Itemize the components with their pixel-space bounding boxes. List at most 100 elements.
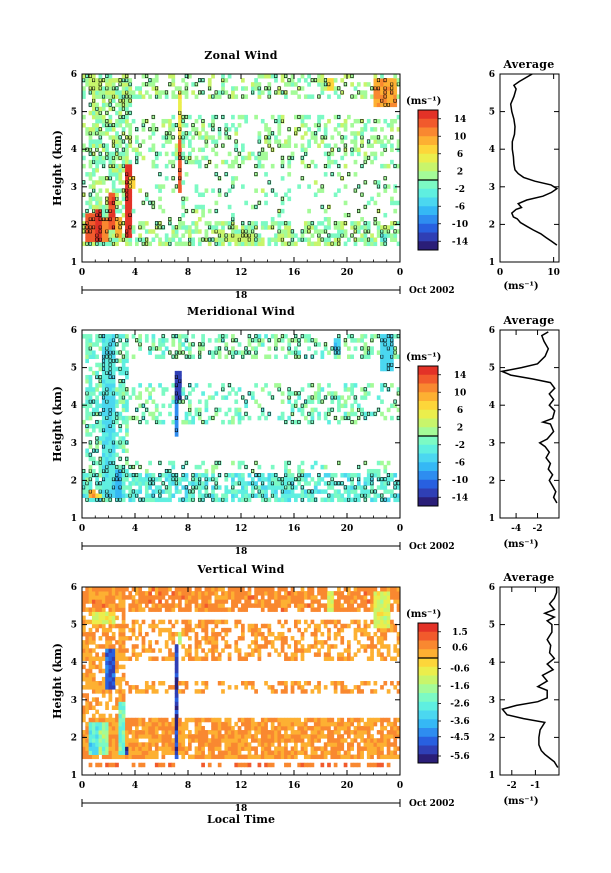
heatmap-cell xyxy=(115,485,119,490)
heatmap-cell xyxy=(188,391,192,396)
heatmap-cell xyxy=(297,477,302,482)
heatmap-cell xyxy=(168,742,172,747)
heatmap-cell xyxy=(370,86,374,91)
heatmap-cell xyxy=(287,143,292,148)
heatmap-cell xyxy=(151,338,156,343)
heatmap-cell xyxy=(221,225,225,230)
heatmap-cell xyxy=(366,229,371,234)
heatmap-cell xyxy=(125,221,129,226)
heatmap-cell xyxy=(121,155,126,161)
contour-mark xyxy=(247,391,251,396)
heatmap-cell xyxy=(343,200,348,206)
heatmap-cell xyxy=(138,734,143,739)
contour-mark xyxy=(247,334,251,339)
heatmap-cell xyxy=(148,754,152,760)
heatmap-cell xyxy=(115,452,119,458)
heatmap-cell xyxy=(376,407,381,413)
heatmap-cell xyxy=(115,746,119,751)
contour-mark xyxy=(191,208,195,213)
contour-mark xyxy=(317,473,321,478)
heatmap-cell xyxy=(383,742,388,747)
heatmap-cell xyxy=(376,460,381,466)
heatmap-cell xyxy=(237,411,242,417)
contour-mark xyxy=(257,200,261,205)
contour-mark xyxy=(95,420,99,424)
heatmap-cell xyxy=(320,139,325,144)
heatmap-cell xyxy=(303,114,308,120)
heatmap-cell xyxy=(91,74,96,79)
heatmap-cell xyxy=(154,184,159,189)
heatmap-cell xyxy=(95,709,99,715)
heatmap-cell xyxy=(101,403,106,409)
heatmap-cell xyxy=(300,730,305,735)
heatmap-cell xyxy=(224,742,229,747)
heatmap-cell xyxy=(121,738,126,743)
heatmap-cell xyxy=(125,428,129,433)
contour-mark xyxy=(234,350,238,355)
heatmap-cell xyxy=(383,468,388,474)
heatmap-cell xyxy=(85,746,90,751)
heatmap-cell xyxy=(178,350,182,355)
heatmap-cell xyxy=(181,135,186,140)
heatmap-cell xyxy=(234,229,239,234)
heatmap-cell xyxy=(254,473,258,478)
heatmap-cell xyxy=(317,188,321,193)
heatmap-cell xyxy=(224,334,229,339)
heatmap-cell xyxy=(327,485,331,490)
contour-mark xyxy=(373,411,377,416)
heatmap-cell xyxy=(297,734,302,739)
heatmap-cell xyxy=(101,208,106,214)
heatmap-cell xyxy=(91,725,96,731)
heatmap-cell xyxy=(91,730,96,735)
avg-plot-area xyxy=(500,331,558,504)
heatmap-cell xyxy=(194,485,199,490)
heatmap-cell xyxy=(333,493,338,498)
contour-mark xyxy=(95,473,99,478)
heatmap-cell xyxy=(234,750,239,755)
heatmap-cell xyxy=(340,233,345,238)
heatmap-cell xyxy=(181,734,186,739)
heatmap-cell xyxy=(135,481,139,486)
heatmap-cell xyxy=(280,90,285,95)
heatmap-cell xyxy=(118,135,123,140)
heatmap-cell xyxy=(138,419,143,425)
heatmap-cell xyxy=(217,717,222,723)
contour-mark xyxy=(284,420,288,424)
heatmap-cell xyxy=(98,403,103,409)
contour-mark xyxy=(330,147,334,152)
heatmap-cell xyxy=(217,192,222,198)
heatmap-cell xyxy=(320,746,325,751)
heatmap-cell xyxy=(224,90,229,95)
heatmap-cell xyxy=(287,135,292,140)
contour-mark xyxy=(171,473,175,478)
heatmap-cell xyxy=(115,135,119,140)
heatmap-cell xyxy=(231,415,235,421)
heatmap-cell xyxy=(330,742,335,747)
heatmap-cell xyxy=(98,366,103,372)
heatmap-cell xyxy=(108,362,113,368)
heatmap-cell xyxy=(330,407,335,413)
heatmap-cell xyxy=(373,241,378,247)
heatmap-cell xyxy=(121,709,126,715)
heatmap-cell xyxy=(383,143,388,148)
heatmap-cell xyxy=(313,123,318,128)
heatmap-cell xyxy=(227,721,232,727)
heatmap-cell xyxy=(197,746,202,751)
heatmap-cell xyxy=(353,754,358,760)
heatmap-cell xyxy=(111,489,116,494)
heatmap-cell xyxy=(284,481,288,486)
contour-mark xyxy=(161,481,165,486)
heatmap-cell xyxy=(91,127,96,132)
heatmap-cell xyxy=(194,717,199,723)
heatmap-cell xyxy=(128,237,133,242)
heatmap-cell xyxy=(360,334,364,339)
heatmap-cell xyxy=(257,730,262,735)
heatmap-cell xyxy=(154,742,159,747)
heatmap-cell xyxy=(141,481,146,486)
heatmap-cell xyxy=(241,415,245,421)
heatmap-cell xyxy=(241,477,245,482)
heatmap-cell xyxy=(128,204,133,210)
heatmap-cell xyxy=(290,485,295,490)
heatmap-cell xyxy=(174,481,179,486)
